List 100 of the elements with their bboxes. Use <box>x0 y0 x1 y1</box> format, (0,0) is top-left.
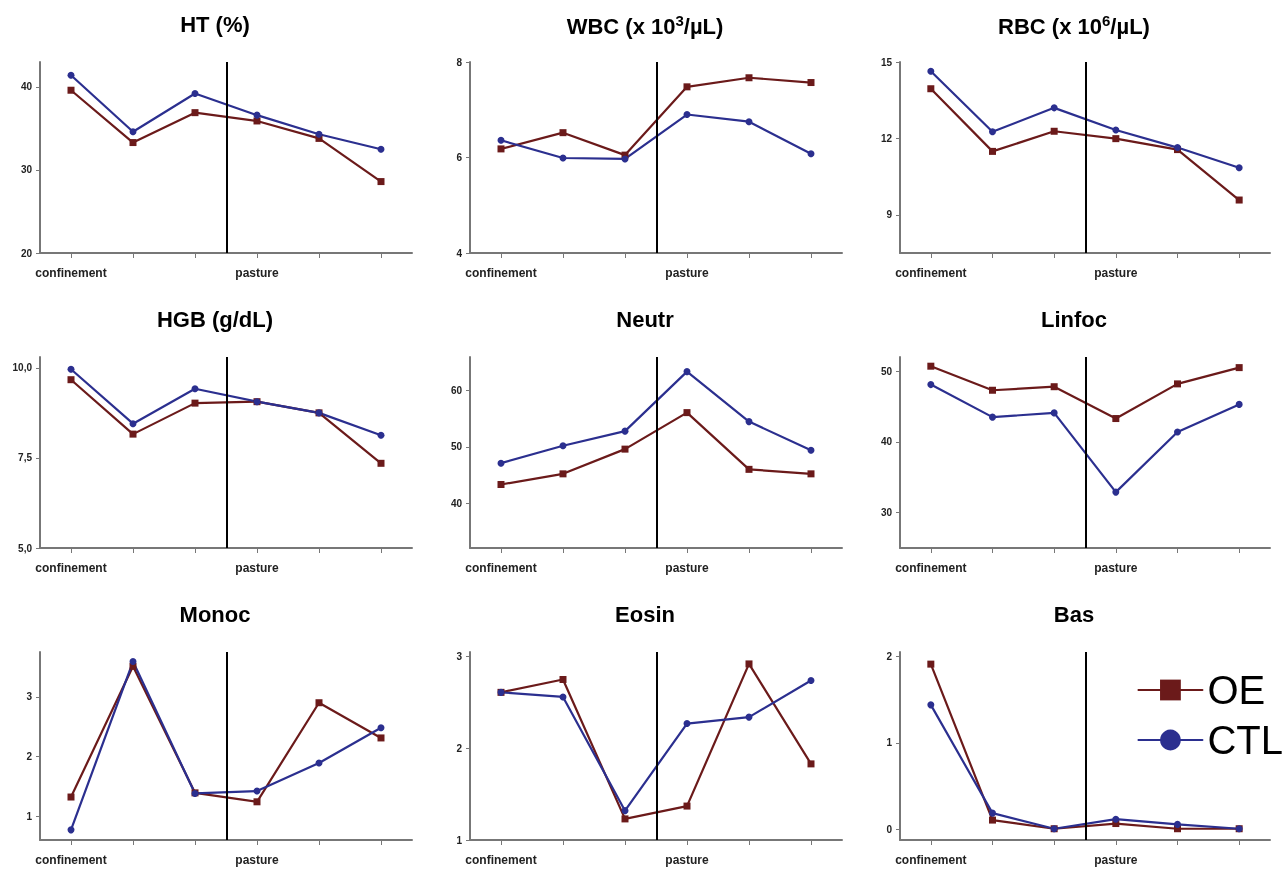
point <box>927 362 935 370</box>
point <box>745 74 753 82</box>
y-tick-label: 9 <box>886 209 893 221</box>
point <box>377 431 385 439</box>
point <box>621 445 629 453</box>
point <box>129 139 137 147</box>
y-tick-label: 3 <box>26 691 33 703</box>
y-tick-label: 2 <box>26 750 33 762</box>
point <box>1050 409 1058 417</box>
y-tick-label: 50 <box>450 441 463 453</box>
chart-title: HGB (g/dL) <box>156 306 274 332</box>
chart-title: Linfoc <box>1041 306 1107 332</box>
point <box>745 118 753 126</box>
y-tick-label: 15 <box>880 56 893 68</box>
y-tick-label: 40 <box>450 497 463 509</box>
point <box>989 816 996 824</box>
point <box>67 365 75 373</box>
point <box>807 470 815 478</box>
point <box>497 136 505 144</box>
point <box>927 85 935 93</box>
chart-title: HT (%) <box>180 11 250 37</box>
y-tick-label: 50 <box>880 365 893 377</box>
x-tick-label: confinement <box>465 561 537 575</box>
y-tick-label: 1 <box>886 737 893 749</box>
chart-title: Neutr <box>616 306 675 332</box>
point <box>927 381 935 389</box>
chart-title: Bas <box>1053 601 1095 627</box>
point <box>191 90 199 98</box>
y-tick-label: 6 <box>456 152 463 163</box>
y-tick-label: 60 <box>450 385 463 397</box>
point <box>807 446 815 454</box>
point <box>745 418 753 426</box>
point <box>807 79 815 87</box>
point <box>989 147 996 155</box>
point <box>989 128 996 136</box>
point <box>927 701 935 709</box>
point <box>497 481 505 489</box>
x-tick-label: confinement <box>35 853 107 867</box>
point <box>1235 400 1243 408</box>
chart-title: Eosin <box>615 601 675 627</box>
y-tick-label: 12 <box>880 132 893 144</box>
y-tick-label: 3 <box>456 651 463 663</box>
point <box>377 459 385 467</box>
point <box>253 798 261 806</box>
point <box>559 129 567 137</box>
point <box>989 386 996 394</box>
y-tick-label: 7,5 <box>18 452 33 464</box>
point <box>1112 135 1120 143</box>
point <box>559 442 567 450</box>
point <box>129 658 137 666</box>
legend-label: CTL <box>1207 718 1284 762</box>
point <box>129 128 137 136</box>
chart-title: Monoc <box>179 601 251 627</box>
point <box>191 385 199 393</box>
y-tick-label: 1 <box>26 810 33 822</box>
x-tick-label: confinement <box>895 853 967 867</box>
point <box>745 660 753 668</box>
x-tick-label: pasture <box>235 853 279 867</box>
point <box>927 67 935 75</box>
y-tick-label: 2 <box>456 742 463 754</box>
y-tick-label: 0 <box>886 824 893 836</box>
point <box>807 150 815 158</box>
point <box>377 724 385 732</box>
x-tick-label: pasture <box>1094 266 1138 280</box>
y-tick-label: 4 <box>456 247 463 259</box>
point <box>191 109 199 117</box>
point <box>67 71 75 79</box>
point <box>67 376 75 384</box>
point <box>683 111 691 119</box>
x-tick-label: confinement <box>35 266 107 280</box>
y-tick-label: 1 <box>456 834 463 846</box>
y-tick-label: 8 <box>456 56 463 68</box>
point <box>1112 815 1120 823</box>
point <box>745 465 753 473</box>
point <box>191 399 199 407</box>
point <box>989 413 996 421</box>
y-tick-label: 2 <box>886 650 893 662</box>
point <box>1050 383 1058 391</box>
y-tick-label: 40 <box>880 436 893 448</box>
point <box>1050 104 1058 112</box>
point <box>683 83 691 91</box>
x-tick-label: confinement <box>35 561 107 575</box>
point <box>927 660 935 668</box>
x-tick-label: pasture <box>1094 561 1138 575</box>
x-tick-label: confinement <box>465 853 537 867</box>
x-tick-label: pasture <box>235 561 279 575</box>
y-tick-label: 30 <box>20 164 33 176</box>
point <box>315 130 323 138</box>
point <box>497 145 505 153</box>
point <box>1112 488 1120 496</box>
point <box>989 809 996 817</box>
point <box>67 793 75 801</box>
x-tick-label: confinement <box>895 561 967 575</box>
point <box>559 676 567 684</box>
x-tick-label: pasture <box>665 266 709 280</box>
point <box>129 430 137 438</box>
point <box>315 699 323 707</box>
y-tick-label: 5,0 <box>18 542 33 554</box>
point <box>129 420 137 428</box>
point <box>683 802 691 810</box>
